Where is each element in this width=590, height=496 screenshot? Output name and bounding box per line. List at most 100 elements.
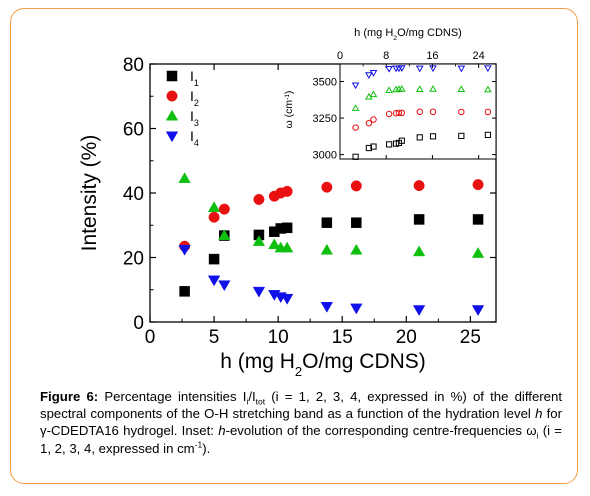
data-point <box>280 241 294 253</box>
series-I3 <box>178 172 485 258</box>
legend-marker <box>165 109 179 121</box>
data-point <box>218 203 230 215</box>
inset-x-tick-label: 0 <box>337 50 343 62</box>
inset-data-point <box>385 65 393 73</box>
data-point <box>413 214 425 225</box>
inset-x-tick-label: 24 <box>473 50 485 62</box>
data-point <box>178 172 191 183</box>
inset-data-point <box>398 137 405 144</box>
inset-data-point <box>397 65 406 72</box>
data-point <box>208 253 220 265</box>
inset-plot-frame <box>339 63 497 160</box>
inset-data-point <box>484 85 492 93</box>
inset-y-tick-label: 3250 <box>313 113 337 125</box>
inset-y-axis-label: ω (cm-1) <box>283 91 295 129</box>
inset-data-point <box>484 108 492 116</box>
inset-data-point <box>458 108 465 116</box>
data-point <box>207 201 221 213</box>
inset-data-point <box>429 108 437 116</box>
legend-marker <box>166 70 178 82</box>
inset-x-tick-label: 8 <box>383 50 389 62</box>
data-point <box>413 180 425 192</box>
inset-data-point <box>352 153 359 160</box>
inset-data-point <box>429 84 437 92</box>
data-point <box>472 214 484 225</box>
data-point <box>321 181 333 193</box>
data-point <box>252 286 266 298</box>
x-tick-label: 15 <box>332 327 353 348</box>
inset-data-point <box>385 110 393 118</box>
data-point <box>268 238 281 250</box>
x-tick-label: 5 <box>209 327 220 348</box>
caption-text: Percentage intensities I <box>98 389 247 404</box>
inset-data-point <box>457 65 466 73</box>
data-point <box>208 211 220 223</box>
main-series-group <box>178 172 485 316</box>
data-point <box>471 247 485 258</box>
inset-data-point <box>458 132 465 140</box>
caption-text: (i = 1, 2, 3, 4, expressed in %) of the … <box>40 389 563 422</box>
caption-text: -evolution of the corresponding centre-f… <box>225 423 537 439</box>
inset-series-ω3 <box>351 84 492 111</box>
inset-x-tick-label: 16 <box>426 50 438 62</box>
data-point <box>280 293 294 305</box>
inset-data-point <box>369 70 378 77</box>
inset-data-point <box>386 141 393 148</box>
inset-data-point <box>429 133 437 140</box>
inset-data-point <box>351 82 360 90</box>
legend-label: I1 <box>190 68 199 88</box>
caption-text: ). <box>202 440 211 456</box>
y-tick-label: 80 <box>123 55 144 76</box>
inset-data-point <box>365 72 373 79</box>
data-point <box>253 193 265 205</box>
data-point <box>350 303 363 315</box>
legend-label: I2 <box>190 88 199 108</box>
caption-text: /I <box>248 389 256 404</box>
x-axis-label: h (mg H2O/mg CDNS) <box>220 350 426 379</box>
y-tick-label: 40 <box>123 184 144 205</box>
inset-data-point <box>385 86 393 94</box>
legend-label: I3 <box>190 108 199 128</box>
data-point <box>320 302 334 313</box>
data-point <box>412 305 426 316</box>
x-tick-label: 10 <box>268 327 289 348</box>
data-point <box>281 185 293 197</box>
inset-series-ω1 <box>352 131 492 160</box>
data-point <box>471 305 485 316</box>
caption-text: tot <box>255 396 266 407</box>
inset-data-point <box>416 108 423 116</box>
inset-data-point <box>397 84 406 92</box>
inset-x-axis-label: h (mg H2O/mg CDNS) <box>354 27 462 42</box>
inset-chart: 0 8 16 24 3000 3250 3500 h (mg H2O/mg CDNS) ω (c… <box>283 27 497 162</box>
caption-text: -1 <box>194 439 203 450</box>
figure-caption: Figure 6: Percentage intensities Ii/Itot… <box>40 388 562 457</box>
data-point <box>321 217 333 228</box>
data-point <box>179 286 190 297</box>
series-I4 <box>178 244 485 316</box>
inset-data-point <box>369 90 378 98</box>
caption-label: Figure 6: <box>40 389 99 404</box>
data-point <box>178 244 191 256</box>
inset-data-point <box>429 65 437 73</box>
caption-text: h <box>218 423 226 439</box>
inset-data-point <box>398 109 406 117</box>
data-point <box>350 180 362 192</box>
x-tick-label: 0 <box>145 327 156 348</box>
inset-data-point <box>415 85 424 92</box>
figure-frame <box>10 8 578 484</box>
x-tick-label: 20 <box>396 327 417 348</box>
y-tick-label: 20 <box>123 249 144 270</box>
data-point <box>350 243 363 255</box>
inset-data-point <box>365 144 372 152</box>
inset-data-point <box>484 131 492 138</box>
inset-data-point <box>484 65 492 73</box>
inset-data-point <box>370 116 377 123</box>
caption-text: h <box>535 406 543 422</box>
inset-data-point <box>395 109 403 117</box>
inset-data-point <box>370 143 377 150</box>
data-point <box>207 275 221 287</box>
inset-data-point <box>365 119 373 127</box>
inset-data-point <box>457 85 466 92</box>
